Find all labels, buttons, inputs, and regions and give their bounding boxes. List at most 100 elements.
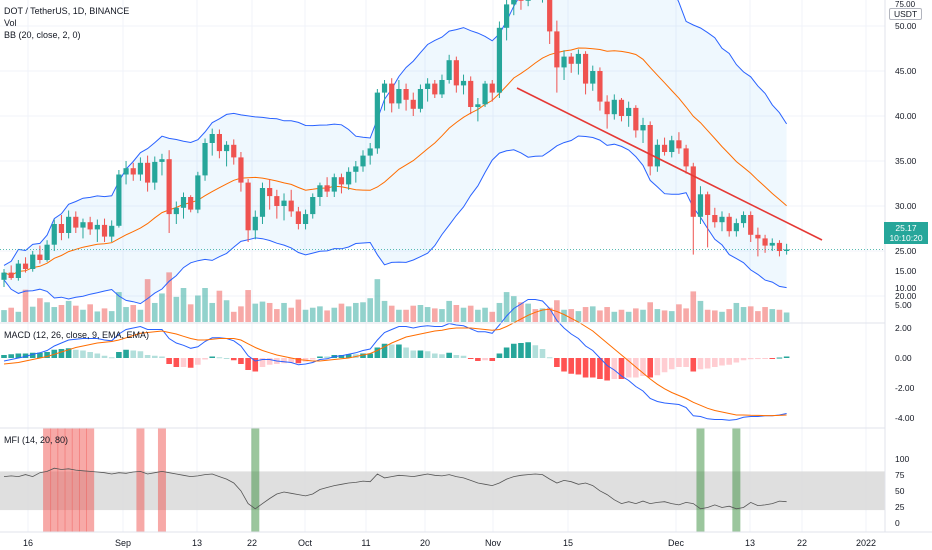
macd-histogram-bar: [712, 358, 718, 367]
symbol-title[interactable]: DOT / TetherUS, 1D, BINANCE: [4, 6, 130, 16]
volume-bar: [503, 292, 510, 322]
volume-bar: [432, 308, 438, 322]
candle: [44, 240, 50, 262]
volume-bar: [195, 295, 201, 322]
macd-histogram-bar: [80, 350, 86, 358]
candle-body: [475, 104, 481, 107]
candle-body: [776, 242, 783, 251]
bollinger-lower-line: [3, 135, 787, 305]
volume-bar: [58, 305, 65, 322]
candle: [324, 177, 330, 197]
currency-badge[interactable]: USDT: [889, 8, 923, 20]
candle: [80, 218, 86, 239]
macd-histogram-bar: [130, 350, 137, 358]
mfi-tick-label: 100: [895, 453, 910, 464]
candle: [582, 51, 589, 95]
candle: [647, 121, 653, 176]
volume-bar: [611, 311, 618, 322]
candle-body: [784, 249, 790, 251]
candle-body: [511, 0, 517, 5]
macd-histogram-bar: [539, 349, 546, 358]
candle-body: [640, 125, 646, 131]
time-tick-label: 13: [191, 538, 203, 548]
price-tick-label: 10.00: [895, 283, 917, 293]
candle-body: [130, 168, 136, 175]
volume-bar: [453, 305, 460, 322]
macd-histogram-bar: [367, 353, 373, 358]
candle-body: [274, 196, 280, 206]
mfi-indicator-label[interactable]: MFI (14, 20, 80): [4, 435, 69, 445]
volume-bar: [568, 309, 575, 322]
macd-histogram-bar: [108, 357, 115, 359]
volume-bar: [625, 311, 632, 322]
candle: [223, 141, 230, 167]
volume-bar: [733, 302, 740, 322]
candle: [130, 162, 136, 181]
volume-bar: [661, 310, 668, 322]
macd-histogram-bar: [230, 358, 237, 361]
mfi-signal-bar: [696, 428, 705, 532]
candle: [188, 195, 194, 213]
volume-bar: [187, 304, 194, 322]
candle-body: [676, 140, 682, 149]
volume-bar: [776, 309, 783, 322]
candle: [748, 211, 754, 242]
candle: [697, 186, 704, 224]
candle: [353, 161, 359, 183]
candle-body: [396, 89, 402, 104]
trend-line[interactable]: [516, 87, 823, 241]
volume-bar: [281, 302, 287, 322]
candle-body: [755, 234, 761, 239]
candle: [726, 213, 732, 237]
volume-bar: [22, 289, 29, 322]
macd-histogram-bar: [144, 355, 151, 358]
volume-bar: [345, 306, 352, 322]
candle: [152, 156, 158, 190]
macd-histogram-bar: [195, 358, 201, 365]
volume-bar: [446, 300, 452, 322]
macd-histogram-bar: [482, 358, 488, 361]
macd-histogram-bar: [396, 344, 402, 358]
macd-histogram-bar: [44, 352, 50, 358]
volume-bar: [417, 305, 424, 322]
macd-histogram-bar: [288, 358, 294, 363]
macd-indicator-label[interactable]: MACD (12, 26, close, 9, EMA, EMA): [4, 330, 150, 340]
candle-body: [317, 185, 323, 197]
candle: [145, 155, 151, 192]
volume-indicator-label[interactable]: Vol: [4, 18, 17, 28]
candle-body: [324, 185, 330, 192]
candle-body: [403, 89, 409, 100]
volume-bar: [166, 272, 172, 322]
macd-histogram-bar: [475, 358, 481, 361]
volume-bar: [101, 308, 108, 322]
bollinger-indicator-label[interactable]: BB (20, close, 2, 0): [4, 30, 81, 40]
macd-histogram-bar: [403, 347, 409, 358]
volume-bar: [65, 300, 72, 322]
candle-body: [166, 159, 172, 215]
time-tick-label: 11: [361, 538, 371, 548]
candle-body: [726, 216, 732, 232]
candlestick-series: [1, 0, 790, 287]
macd-histogram-bar: [101, 355, 108, 358]
candle: [123, 161, 129, 185]
volume-bar: [94, 311, 101, 322]
macd-histogram-bar: [740, 358, 747, 361]
price-axis-top-tick: 75.00: [895, 0, 916, 9]
candle: [367, 143, 373, 165]
macd-histogram-bar: [762, 358, 768, 359]
macd-histogram-bar: [690, 358, 697, 372]
mfi-signal-bar: [86, 428, 95, 532]
candle-body: [518, 0, 524, 1]
candle: [475, 98, 481, 122]
volume-bar: [582, 307, 589, 322]
candle: [769, 238, 775, 251]
candle: [267, 179, 273, 210]
macd-histogram-bar: [661, 358, 668, 373]
candle: [590, 65, 596, 91]
candle: [159, 153, 165, 176]
candle: [396, 80, 402, 109]
mfi-signal-bar: [136, 428, 145, 532]
mfi-signal-bar: [57, 428, 66, 532]
volume-bar: [475, 309, 481, 322]
